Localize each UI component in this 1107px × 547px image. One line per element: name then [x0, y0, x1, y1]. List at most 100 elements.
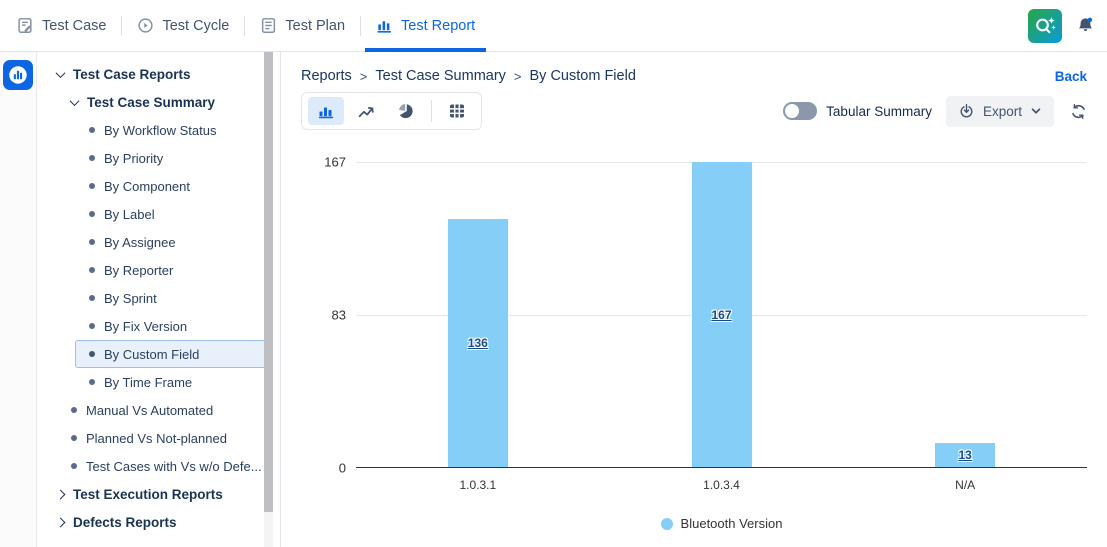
- bar-slot: 167: [600, 162, 844, 467]
- y-tick: 83: [331, 307, 346, 323]
- tab-test-case[interactable]: Test Case: [4, 0, 119, 52]
- tabular-summary-toggle-group: Tabular Summary: [783, 102, 932, 120]
- tree-group-test-execution-reports[interactable]: Test Execution Reports: [37, 480, 280, 508]
- tab-test-cycle[interactable]: Test Cycle: [124, 0, 242, 52]
- reports-module-icon[interactable]: [3, 60, 33, 90]
- chevron-right-icon: [55, 517, 66, 527]
- nav-divider: [121, 15, 123, 36]
- bar-slot: 13: [843, 162, 1087, 467]
- nav-divider: [244, 15, 246, 36]
- bar[interactable]: 167: [691, 162, 752, 467]
- ai-search-icon[interactable]: [1028, 8, 1062, 43]
- reports-tree: Test Case Reports Test Case Summary By W…: [37, 52, 280, 547]
- tree-group-test-case-reports[interactable]: Test Case Reports: [37, 60, 280, 88]
- tree-item-by-component[interactable]: By Component: [37, 172, 280, 200]
- breadcrumb-reports[interactable]: Reports: [301, 68, 352, 84]
- bar-value-link[interactable]: 167: [711, 307, 732, 322]
- x-tick-label: 1.0.3.4: [703, 478, 740, 492]
- tree-item-by-workflow-status[interactable]: By Workflow Status: [37, 116, 280, 144]
- tree-item-by-reporter[interactable]: By Reporter: [37, 256, 280, 284]
- tree-label: By Time Frame: [104, 374, 193, 390]
- test-cycle-icon: [137, 17, 154, 34]
- breadcrumb-test-case-summary[interactable]: Test Case Summary: [375, 68, 506, 84]
- tree-item-by-sprint[interactable]: By Sprint: [37, 284, 280, 312]
- notification-bell-icon[interactable]: [1076, 16, 1095, 35]
- tree-label: Test Execution Reports: [73, 486, 223, 502]
- tab-label: Test Cycle: [162, 17, 230, 34]
- chart-toolbar: Tabular Summary Export: [301, 92, 1087, 130]
- test-plan-icon: [260, 17, 277, 34]
- y-axis: 167 83 0: [301, 155, 356, 476]
- tree-label: By Custom Field: [104, 346, 200, 362]
- chart-plot: 136 167 13: [356, 162, 1087, 468]
- tree-item-planned-vs-not-planned[interactable]: Planned Vs Not-planned: [37, 424, 280, 452]
- tree-item-by-assignee[interactable]: By Assignee: [37, 228, 280, 256]
- bullet-icon: [89, 155, 95, 161]
- x-tick-label: N/A: [955, 478, 976, 492]
- sidebar-scrollbar-thumb[interactable]: [264, 52, 273, 512]
- tree-label: By Assignee: [104, 234, 176, 250]
- bar-value-link[interactable]: 136: [467, 335, 488, 350]
- bar[interactable]: 13: [935, 443, 996, 467]
- sidebar: Test Case Reports Test Case Summary By W…: [0, 52, 281, 547]
- bullet-icon: [89, 295, 95, 301]
- breadcrumb-separator: >: [359, 68, 368, 84]
- x-tick-label: 1.0.3.1: [459, 478, 497, 492]
- navbar-right: [1028, 8, 1107, 43]
- breadcrumb-by-custom-field[interactable]: By Custom Field: [529, 68, 636, 84]
- tree-item-manual-vs-automated[interactable]: Manual Vs Automated: [37, 396, 280, 424]
- back-link[interactable]: Back: [1054, 68, 1087, 84]
- tree-group-defects-reports[interactable]: Defects Reports: [37, 508, 280, 536]
- tree-item-by-custom-field[interactable]: By Custom Field: [75, 340, 270, 368]
- refresh-icon[interactable]: [1070, 103, 1087, 120]
- tree-label: By Fix Version: [104, 318, 188, 334]
- test-case-icon: [17, 17, 34, 34]
- tab-test-plan[interactable]: Test Plan: [247, 0, 358, 52]
- bullet-icon: [89, 267, 95, 273]
- tabular-summary-label: Tabular Summary: [826, 103, 932, 119]
- export-icon: [958, 103, 975, 120]
- export-button[interactable]: Export: [945, 95, 1054, 127]
- tree-label: By Workflow Status: [104, 122, 217, 138]
- bar-chart-icon[interactable]: [308, 97, 344, 125]
- chevron-down-icon: [1030, 105, 1042, 117]
- tree-label: Test Case Reports: [73, 66, 191, 82]
- table-icon[interactable]: [439, 97, 475, 125]
- legend-label[interactable]: Bluetooth Version: [680, 516, 783, 531]
- bullet-icon: [71, 435, 77, 441]
- tab-label: Test Report: [401, 17, 476, 34]
- tree-item-test-cases-with-vs-wo-defects[interactable]: Test Cases with Vs w/o Defe...: [37, 452, 280, 480]
- tab-label: Test Case: [42, 17, 107, 34]
- sidebar-rail: [0, 52, 37, 547]
- bullet-icon: [71, 463, 77, 469]
- tree-label: Planned Vs Not-planned: [86, 430, 227, 446]
- bullet-icon: [89, 183, 95, 189]
- tree-item-by-priority[interactable]: By Priority: [37, 144, 280, 172]
- main-panel: Reports > Test Case Summary > By Custom …: [281, 52, 1107, 547]
- tree-group-test-case-summary[interactable]: Test Case Summary: [37, 88, 280, 116]
- tree-label: By Label: [104, 206, 155, 222]
- line-chart-icon[interactable]: [348, 97, 384, 125]
- tree-item-by-label[interactable]: By Label: [37, 200, 280, 228]
- tree-item-by-fix-version[interactable]: By Fix Version: [37, 312, 280, 340]
- chart-type-switcher: [301, 92, 482, 130]
- tab-label: Test Plan: [285, 17, 346, 34]
- tree-item-by-time-frame[interactable]: By Time Frame: [37, 368, 280, 396]
- toolbar-divider: [431, 100, 432, 122]
- tree-label: By Reporter: [104, 262, 174, 278]
- bullet-icon: [89, 239, 95, 245]
- bar[interactable]: 136: [447, 218, 508, 467]
- bullet-icon: [89, 379, 95, 385]
- chevron-down-icon: [55, 67, 66, 78]
- y-tick: 0: [338, 460, 346, 476]
- top-navbar: Test Case Test Cycle Test Plan Test Repo…: [0, 0, 1107, 52]
- tabular-summary-toggle[interactable]: [783, 102, 818, 120]
- test-report-icon: [376, 17, 393, 34]
- chevron-right-icon: [55, 489, 66, 499]
- pie-chart-icon[interactable]: [388, 97, 424, 125]
- toggle-knob: [785, 104, 800, 118]
- tab-test-report[interactable]: Test Report: [363, 0, 488, 52]
- tree-label: Defects Reports: [73, 514, 177, 530]
- bar-value-link[interactable]: 13: [958, 448, 972, 463]
- legend-dot-icon[interactable]: [660, 517, 673, 530]
